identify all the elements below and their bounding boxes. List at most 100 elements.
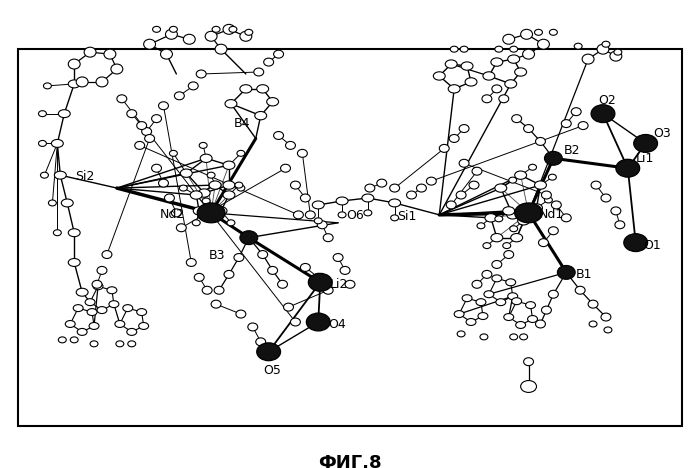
Ellipse shape [264,58,274,66]
Ellipse shape [141,128,152,136]
Ellipse shape [77,329,87,336]
Text: Li2: Li2 [330,278,349,291]
Ellipse shape [97,266,107,274]
Ellipse shape [317,221,327,229]
Ellipse shape [495,184,507,192]
Ellipse shape [582,54,594,64]
Ellipse shape [281,164,290,172]
Ellipse shape [459,159,469,167]
Ellipse shape [240,231,258,245]
Ellipse shape [245,29,253,35]
Ellipse shape [183,34,195,44]
Ellipse shape [495,46,503,52]
Ellipse shape [336,197,348,205]
Ellipse shape [538,239,548,247]
Ellipse shape [482,271,492,278]
Ellipse shape [43,83,51,89]
Ellipse shape [465,78,477,86]
Ellipse shape [58,337,66,343]
Ellipse shape [524,124,533,132]
Ellipse shape [499,95,509,103]
Ellipse shape [478,313,488,320]
Ellipse shape [514,203,542,223]
Ellipse shape [85,299,95,306]
Ellipse shape [267,98,279,106]
Ellipse shape [440,145,449,153]
Ellipse shape [237,185,245,191]
Ellipse shape [426,177,436,185]
Ellipse shape [469,181,479,189]
Ellipse shape [557,265,575,279]
Ellipse shape [257,85,269,93]
Ellipse shape [70,337,78,343]
Ellipse shape [561,214,571,222]
Ellipse shape [211,300,221,308]
Ellipse shape [548,290,559,298]
Ellipse shape [610,51,622,61]
Ellipse shape [510,226,518,232]
Ellipse shape [506,279,516,286]
Ellipse shape [96,77,108,87]
Ellipse shape [571,108,581,116]
Ellipse shape [495,216,503,222]
Ellipse shape [92,280,102,288]
Ellipse shape [179,185,188,191]
Ellipse shape [89,322,99,329]
Text: O6: O6 [346,209,364,222]
Text: B2: B2 [564,144,580,157]
Ellipse shape [508,292,518,300]
Ellipse shape [516,322,526,329]
Ellipse shape [389,199,400,207]
Ellipse shape [542,306,552,314]
Ellipse shape [158,102,169,110]
Ellipse shape [472,280,482,288]
Ellipse shape [87,308,97,315]
Ellipse shape [575,286,585,294]
Ellipse shape [109,300,119,307]
Ellipse shape [115,321,125,328]
Ellipse shape [536,138,545,146]
Ellipse shape [484,291,494,298]
Ellipse shape [524,358,533,366]
Ellipse shape [215,44,227,54]
Ellipse shape [545,151,562,165]
Ellipse shape [450,46,458,52]
Ellipse shape [514,171,526,179]
Ellipse shape [514,68,526,76]
Ellipse shape [194,273,204,281]
Text: B1: B1 [576,268,593,281]
Ellipse shape [122,305,133,312]
Ellipse shape [535,181,547,189]
Ellipse shape [152,164,162,172]
Ellipse shape [505,80,517,88]
Text: Nd2: Nd2 [160,208,185,221]
Ellipse shape [550,29,557,35]
Ellipse shape [561,120,571,128]
Ellipse shape [616,159,640,177]
Ellipse shape [174,92,184,100]
Ellipse shape [482,95,492,103]
Ellipse shape [521,380,536,393]
Text: ФИГ.8: ФИГ.8 [318,454,382,468]
Ellipse shape [591,105,615,123]
Ellipse shape [164,194,174,202]
Ellipse shape [365,184,374,192]
Ellipse shape [535,29,542,35]
Ellipse shape [521,29,533,39]
Ellipse shape [97,307,107,314]
Ellipse shape [190,191,202,199]
Ellipse shape [278,280,288,288]
Ellipse shape [196,70,206,78]
Ellipse shape [528,315,538,322]
Ellipse shape [186,258,196,266]
Ellipse shape [160,49,172,59]
Ellipse shape [519,334,528,340]
Ellipse shape [416,184,426,192]
Ellipse shape [225,100,237,108]
Ellipse shape [237,150,245,156]
Ellipse shape [188,82,198,90]
Ellipse shape [391,215,398,221]
Ellipse shape [235,182,243,188]
Ellipse shape [314,218,322,224]
Ellipse shape [69,258,81,266]
